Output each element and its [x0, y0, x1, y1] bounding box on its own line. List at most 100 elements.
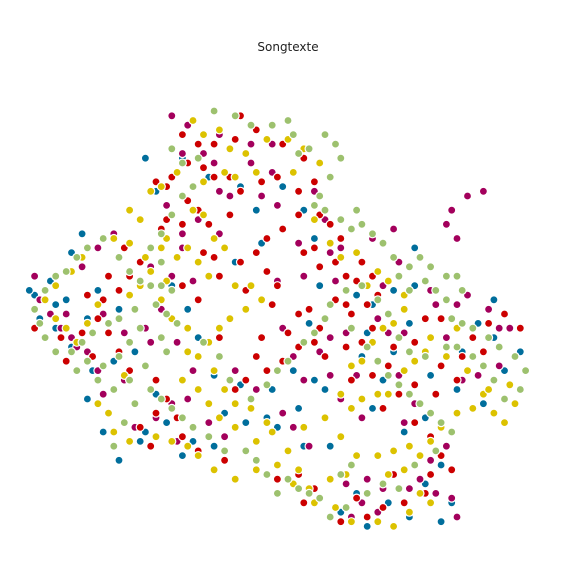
point-4-10	[336, 153, 346, 163]
point-4-69	[114, 314, 124, 324]
point-2-55	[283, 328, 293, 338]
point-2-62	[262, 266, 272, 277]
point-3-19	[209, 233, 219, 244]
point-4-51	[373, 295, 383, 305]
point-3-32	[193, 351, 203, 362]
point-2-69	[383, 361, 393, 371]
point-1-72	[188, 366, 198, 376]
point-3-87	[399, 366, 409, 376]
point-4-147	[346, 460, 356, 470]
point-4-48	[404, 347, 414, 357]
point-3-27	[257, 295, 267, 305]
point-3-64	[156, 243, 166, 253]
point-4-103	[146, 243, 156, 253]
point-2-73	[436, 314, 446, 324]
point-1-108	[294, 238, 304, 248]
point-4-39	[520, 366, 531, 376]
point-4-83	[109, 384, 119, 395]
point-1-17	[325, 248, 335, 258]
point-2-113	[114, 285, 124, 295]
point-4-35	[468, 323, 478, 333]
point-1-75	[119, 328, 129, 338]
point-4-33	[447, 314, 457, 324]
point-2-89	[447, 465, 457, 475]
point-2-61	[272, 281, 282, 291]
point-4-138	[188, 422, 198, 432]
point-4-81	[140, 361, 150, 371]
point-4-45	[452, 342, 462, 352]
point-3-96	[499, 418, 510, 428]
point-3-24	[204, 271, 214, 281]
point-4-106	[177, 191, 187, 201]
point-4-21	[389, 252, 399, 262]
point-0-6	[251, 205, 261, 215]
point-2-117	[103, 271, 114, 281]
point-1-40	[484, 304, 494, 314]
point-2-108	[151, 375, 161, 385]
point-2-9	[309, 177, 319, 187]
point-0-34	[436, 460, 446, 470]
point-4-11	[325, 172, 335, 182]
point-3-100	[468, 403, 478, 413]
point-2-95	[336, 517, 346, 527]
point-3-44	[209, 366, 219, 376]
point-2-3	[230, 134, 240, 144]
point-4-115	[394, 380, 404, 390]
point-4-16	[346, 224, 356, 234]
point-3-130	[251, 465, 261, 475]
point-2-79	[457, 351, 467, 362]
point-1-100	[183, 394, 193, 404]
point-1-78	[61, 309, 71, 319]
point-3-99	[484, 384, 494, 395]
point-2-13	[235, 186, 246, 196]
point-4-25	[415, 252, 425, 262]
point-0-19	[288, 366, 298, 376]
point-4-125	[362, 488, 372, 498]
point-1-87	[98, 389, 108, 399]
point-1-38	[452, 300, 462, 310]
point-4-34	[457, 318, 467, 328]
point-3-66	[135, 215, 145, 225]
point-3-40	[262, 418, 272, 428]
point-4-93	[72, 252, 82, 262]
point-4-89	[29, 304, 40, 314]
point-0-26	[489, 295, 499, 305]
point-4-110	[193, 153, 203, 163]
point-3-135	[167, 436, 177, 446]
point-3-4	[241, 148, 251, 159]
point-4-1	[230, 111, 240, 121]
point-2-93	[352, 493, 362, 503]
point-1-50	[473, 370, 483, 380]
point-4-82	[125, 375, 135, 385]
point-1-62	[362, 474, 372, 484]
point-4-42	[489, 375, 499, 385]
point-3-90	[426, 333, 436, 343]
point-2-37	[336, 233, 346, 244]
point-2-30	[235, 257, 246, 267]
point-4-12	[315, 191, 325, 201]
point-2-74	[468, 333, 478, 343]
point-0-53	[98, 427, 108, 437]
point-4-128	[315, 493, 325, 503]
point-2-140	[225, 210, 235, 220]
point-4-18	[357, 219, 367, 229]
point-2-103	[220, 455, 230, 465]
point-2-84	[394, 389, 404, 399]
point-0-31	[452, 384, 462, 395]
point-4-68	[130, 304, 140, 314]
point-0-64	[183, 304, 193, 314]
point-0-58	[93, 285, 103, 295]
point-4-107	[188, 182, 198, 192]
point-3-92	[441, 351, 451, 362]
point-0-85	[367, 403, 378, 413]
point-1-63	[341, 479, 351, 489]
point-3-58	[51, 281, 61, 291]
point-3-56	[51, 314, 61, 324]
point-3-113	[389, 521, 399, 532]
point-4-0	[209, 106, 219, 116]
point-3-1	[198, 130, 209, 140]
point-4-79	[156, 333, 166, 343]
point-3-39	[251, 436, 261, 446]
point-3-95	[489, 408, 499, 418]
